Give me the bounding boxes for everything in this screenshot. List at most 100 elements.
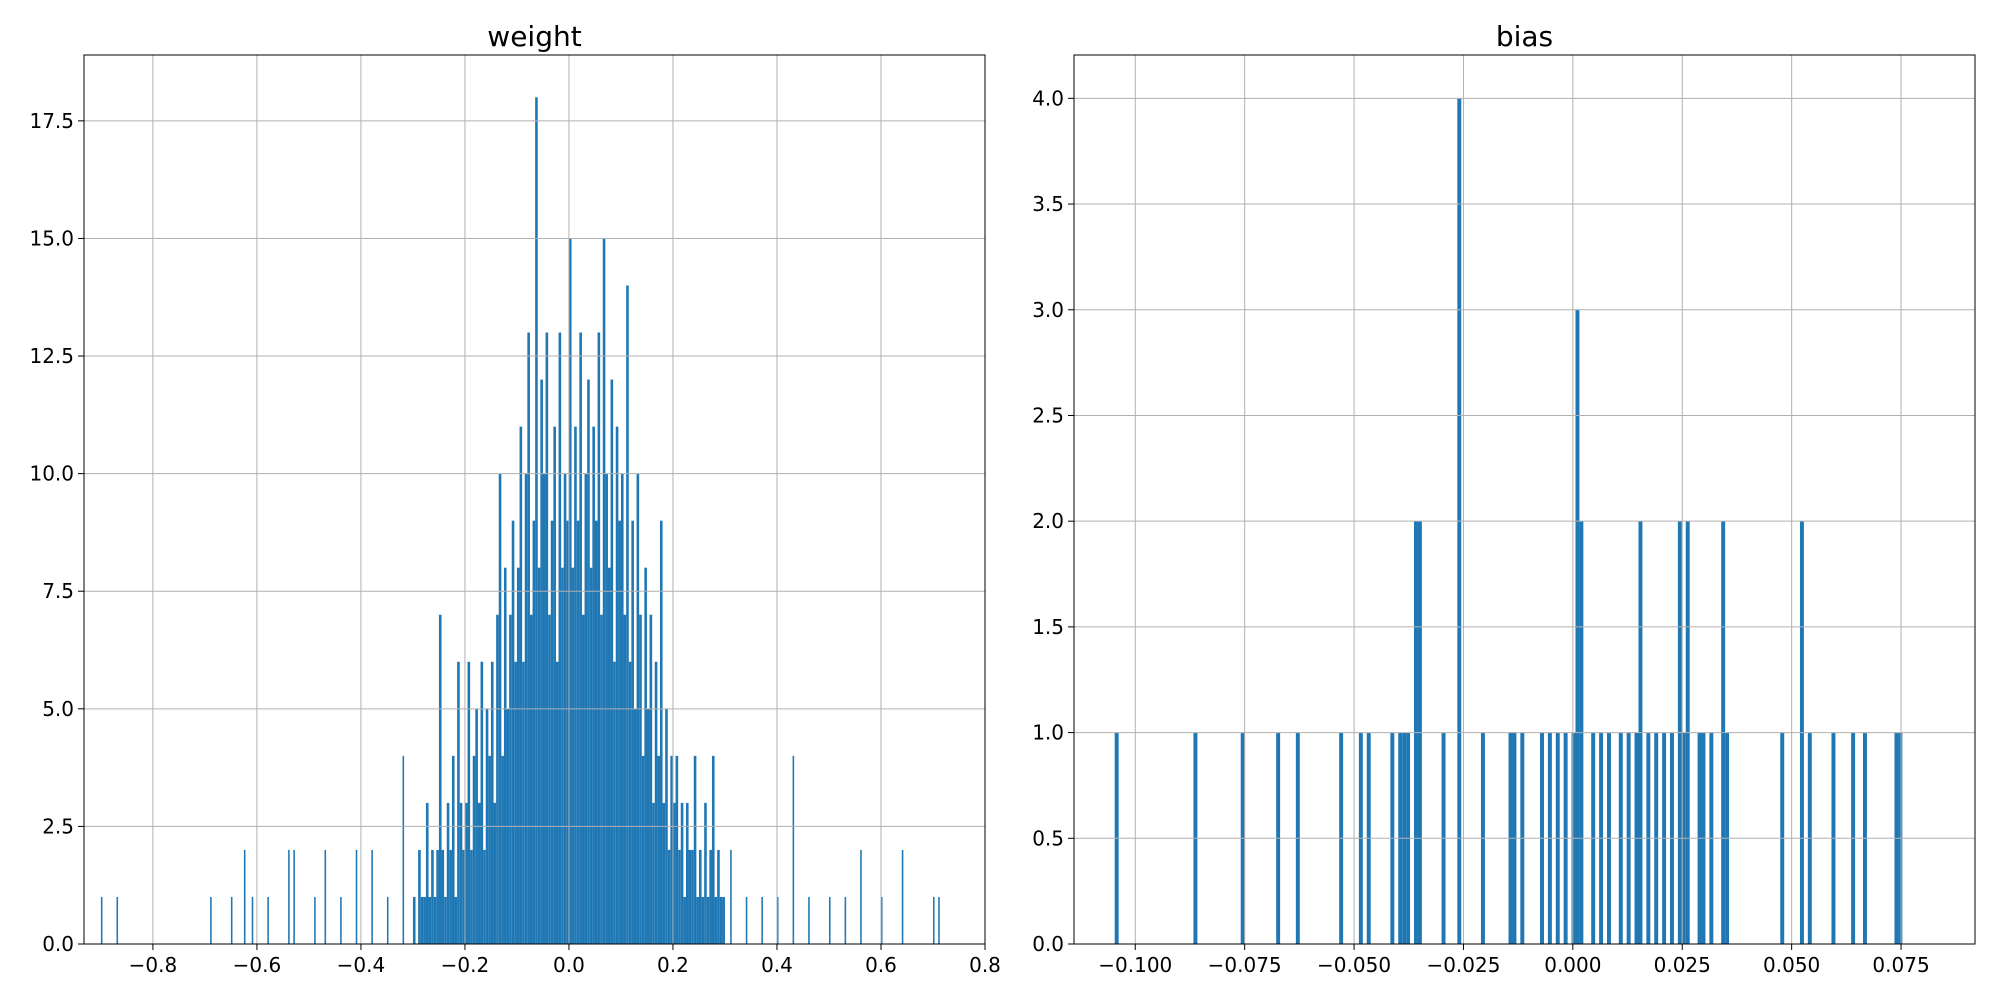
bar [457, 661, 460, 944]
bar [662, 802, 666, 944]
bar [776, 896, 779, 944]
bar [511, 520, 515, 944]
bar [860, 849, 862, 944]
bar [659, 520, 663, 944]
bar [654, 661, 658, 944]
bar [418, 849, 421, 944]
bar [516, 567, 520, 944]
bar [267, 896, 269, 944]
y-tick-label: 15.0 [29, 226, 74, 250]
bar [688, 849, 692, 944]
bar [558, 332, 562, 944]
bar [210, 896, 212, 944]
bar [553, 426, 556, 944]
bar [288, 849, 290, 944]
bar [678, 849, 681, 944]
chart-title: weight [487, 20, 581, 53]
axes-frame [1073, 54, 1976, 945]
x-tick-label: −0.075 [1208, 953, 1282, 977]
bar [571, 567, 575, 944]
bar [792, 755, 795, 944]
bar [522, 661, 525, 944]
bar [745, 896, 748, 944]
bar [503, 567, 507, 944]
bar [251, 896, 254, 944]
bar [698, 849, 702, 944]
bar [680, 802, 684, 944]
bar [808, 896, 810, 944]
bar [480, 661, 484, 944]
bar [631, 520, 634, 944]
bar [641, 755, 645, 944]
bar [462, 849, 465, 944]
bar [431, 849, 434, 944]
bar [722, 896, 725, 944]
bar [467, 661, 471, 944]
bar [501, 755, 504, 944]
bar [324, 849, 327, 944]
bar [561, 567, 564, 944]
y-tick-label: 2.0 [1032, 509, 1064, 533]
bar [675, 755, 679, 944]
bar [441, 849, 445, 944]
x-tick-label: 0.0 [553, 953, 585, 977]
y-tick-label: 12.5 [29, 344, 74, 368]
bar [844, 896, 847, 944]
x-tick-label: −0.025 [1426, 953, 1500, 977]
bar [657, 755, 660, 944]
y-tick-label: 4.0 [1032, 86, 1064, 110]
bar [444, 896, 447, 944]
x-tick-label: 0.000 [1544, 953, 1601, 977]
bar [613, 661, 616, 944]
bar [607, 567, 611, 944]
bar [470, 849, 473, 944]
bar [529, 614, 533, 944]
bar [628, 661, 632, 944]
y-tick-label: 2.5 [42, 814, 74, 838]
y-tick-label: 17.5 [29, 109, 74, 133]
bar [693, 755, 697, 944]
x-tick-label: 0.6 [865, 953, 897, 977]
bar [644, 567, 647, 944]
bar [537, 567, 541, 944]
bar [639, 614, 642, 944]
x-tick-label: −0.100 [1098, 953, 1172, 977]
x-tick-label: 0.050 [1763, 953, 1820, 977]
y-tick-label: 5.0 [42, 697, 74, 721]
bar [454, 896, 458, 944]
bar [901, 849, 904, 944]
bar [493, 802, 497, 944]
bar [459, 802, 463, 944]
x-tick-label: 0.025 [1654, 953, 1711, 977]
bar [696, 896, 699, 944]
bar [527, 332, 530, 944]
y-tick-label: 0.5 [1032, 826, 1064, 850]
bar [423, 896, 426, 944]
bar [761, 896, 763, 944]
y-tick-label: 3.0 [1032, 298, 1064, 322]
bar [626, 285, 629, 945]
bar [938, 896, 940, 944]
bar [706, 896, 710, 944]
bar [535, 97, 538, 945]
bar [600, 614, 603, 944]
x-tick-label: 0.2 [657, 953, 689, 977]
y-tick-label: 0.0 [1032, 932, 1064, 956]
bar [425, 802, 429, 944]
bar [685, 802, 689, 944]
bar [704, 802, 707, 944]
bar [477, 802, 481, 944]
bar [412, 896, 416, 944]
bar [880, 896, 883, 944]
bar [355, 849, 358, 944]
x-tick-label: −0.6 [233, 953, 282, 977]
bar [618, 520, 621, 944]
bar [709, 849, 712, 944]
bar [496, 614, 499, 944]
x-tick-label: 0.8 [969, 953, 1001, 977]
bar [683, 896, 686, 944]
bar [243, 849, 246, 944]
bar [555, 661, 559, 944]
bar [509, 614, 512, 944]
bar [652, 802, 655, 944]
